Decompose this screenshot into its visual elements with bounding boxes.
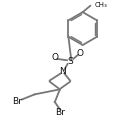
Text: Br: Br [55,108,65,117]
Text: O: O [77,49,84,58]
Text: S: S [67,57,73,66]
Text: N: N [59,67,66,76]
Text: O: O [51,53,58,62]
Text: Br: Br [12,98,22,106]
Text: CH₃: CH₃ [95,2,107,8]
